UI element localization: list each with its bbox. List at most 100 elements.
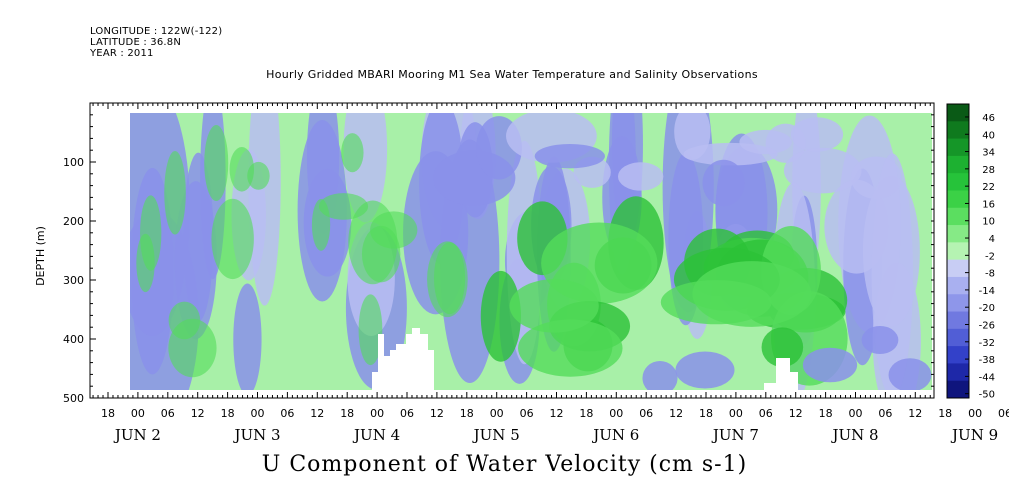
positive-velocity-patch bbox=[480, 270, 521, 362]
colorbar-label: -20 bbox=[979, 303, 995, 314]
y-tick-label: 300 bbox=[63, 274, 84, 287]
positive-velocity-patch bbox=[509, 279, 599, 333]
positive-velocity-patch bbox=[168, 318, 217, 378]
x-hour-label: 06 bbox=[998, 407, 1009, 420]
x-hour-label: 12 bbox=[550, 407, 564, 420]
x-hour-label: 18 bbox=[101, 407, 115, 420]
colorbar-swatch bbox=[947, 104, 969, 122]
heatmap-field bbox=[130, 113, 932, 390]
positive-velocity-patch bbox=[361, 225, 401, 283]
colorbar-swatch bbox=[947, 121, 969, 140]
positive-velocity-patch bbox=[358, 294, 383, 366]
x-day-label: JUN 3 bbox=[232, 426, 280, 444]
colorbar-label: 16 bbox=[982, 199, 995, 210]
x-hour-label: 00 bbox=[968, 407, 982, 420]
colorbar-label: -38 bbox=[979, 355, 995, 366]
colorbar-swatch bbox=[947, 173, 969, 191]
x-hour-label: 06 bbox=[161, 407, 175, 420]
colorbar-label: 34 bbox=[982, 148, 995, 159]
negative-velocity-patch bbox=[248, 113, 281, 306]
x-day-label: JUN 2 bbox=[113, 426, 161, 444]
variable-title: U Component of Water Velocity (cm s-1) bbox=[261, 452, 748, 477]
negative-velocity-patch bbox=[739, 129, 792, 155]
x-hour-label: 12 bbox=[191, 407, 205, 420]
colorbar-label: 22 bbox=[982, 182, 995, 193]
x-hour-label: 12 bbox=[669, 407, 683, 420]
colorbar-frame bbox=[946, 103, 970, 399]
y-axis: 100 200 300 400 500 bbox=[63, 102, 934, 405]
negative-velocity-patch bbox=[174, 181, 217, 340]
negative-velocity-patch bbox=[790, 117, 844, 152]
colorbar-swatch bbox=[947, 155, 969, 174]
colorbar-swatch bbox=[947, 328, 969, 347]
negative-velocity-patch bbox=[702, 159, 745, 207]
colorbar-label: -8 bbox=[985, 269, 995, 280]
colorbar-swatch bbox=[947, 363, 969, 382]
negative-velocity-patch bbox=[783, 147, 862, 194]
colorbar-swatch bbox=[947, 207, 969, 226]
positive-velocity-patch bbox=[318, 193, 369, 220]
positive-velocity-patch bbox=[164, 150, 186, 235]
latitude-label: LATITUDE : 36.8N bbox=[90, 37, 182, 48]
positive-velocity-patch bbox=[247, 161, 270, 190]
negative-velocity-patch bbox=[861, 325, 899, 355]
missing-data-region bbox=[764, 358, 798, 390]
longitude-label: LONGITUDE : 122W(-122) bbox=[90, 26, 223, 37]
x-hour-label: 00 bbox=[490, 407, 504, 420]
colorbar-swatch bbox=[947, 259, 969, 278]
x-day-label: JUN 8 bbox=[830, 426, 878, 444]
colorbar-label: -44 bbox=[979, 372, 995, 383]
negative-velocity-patch bbox=[233, 283, 262, 390]
colorbar-label: -26 bbox=[979, 321, 995, 332]
colorbar-swatch bbox=[947, 276, 969, 295]
x-hour-label: 12 bbox=[789, 407, 803, 420]
y-axis-label: DEPTH (m) bbox=[34, 226, 47, 286]
negative-velocity-patch bbox=[534, 143, 605, 169]
x-hour-label: 18 bbox=[340, 407, 354, 420]
positive-velocity-patch bbox=[136, 233, 155, 293]
colorbar-label: 10 bbox=[982, 217, 995, 228]
x-hour-label: 06 bbox=[759, 407, 773, 420]
missing-data-region bbox=[372, 328, 434, 390]
x-hour-label: 06 bbox=[400, 407, 414, 420]
positive-velocity-patch bbox=[692, 261, 812, 327]
x-day-label: JUN 4 bbox=[352, 426, 400, 444]
x-day-label: JUN 5 bbox=[472, 426, 520, 444]
y-tick-label: 400 bbox=[63, 333, 84, 346]
negative-velocity-patch bbox=[617, 162, 664, 191]
x-day-label: JUN 6 bbox=[591, 426, 639, 444]
colorbar-label: 4 bbox=[989, 234, 995, 245]
colorbar-swatch bbox=[947, 190, 969, 209]
negative-velocity-patch bbox=[850, 156, 902, 200]
colorbar-label: 40 bbox=[982, 130, 995, 141]
colorbar-label: -2 bbox=[985, 251, 995, 262]
colorbar-label: 28 bbox=[982, 165, 995, 176]
x-hour-label: 06 bbox=[639, 407, 653, 420]
colorbar-label: -14 bbox=[979, 286, 995, 297]
x-day-label: JUN 9 bbox=[950, 426, 998, 444]
chart-title: Hourly Gridded MBARI Mooring M1 Sea Wate… bbox=[266, 68, 758, 81]
y-tick-label: 100 bbox=[63, 156, 84, 169]
x-hour-label: 12 bbox=[310, 407, 324, 420]
x-hour-label: 00 bbox=[131, 407, 145, 420]
x-hour-label: 12 bbox=[908, 407, 922, 420]
positive-velocity-patch bbox=[433, 242, 466, 315]
negative-velocity-patch bbox=[675, 351, 735, 389]
colorbar-swatch bbox=[947, 380, 969, 399]
x-hour-label: 06 bbox=[280, 407, 294, 420]
colorbar-label: 46 bbox=[982, 113, 995, 124]
positive-velocity-patch bbox=[761, 327, 804, 368]
colorbar-swatch bbox=[947, 225, 969, 243]
negative-velocity-patch bbox=[862, 175, 920, 327]
y-tick-label: 200 bbox=[63, 215, 84, 228]
x-hour-label: 18 bbox=[460, 407, 474, 420]
x-day-label: JUN 7 bbox=[711, 426, 759, 444]
x-hour-label: 18 bbox=[579, 407, 593, 420]
x-hour-label: 18 bbox=[938, 407, 952, 420]
x-hour-label: 00 bbox=[849, 407, 863, 420]
colorbar-swatch bbox=[947, 138, 969, 157]
negative-velocity-patch bbox=[888, 358, 932, 390]
x-hour-label: 00 bbox=[609, 407, 623, 420]
x-hour-label: 12 bbox=[430, 407, 444, 420]
